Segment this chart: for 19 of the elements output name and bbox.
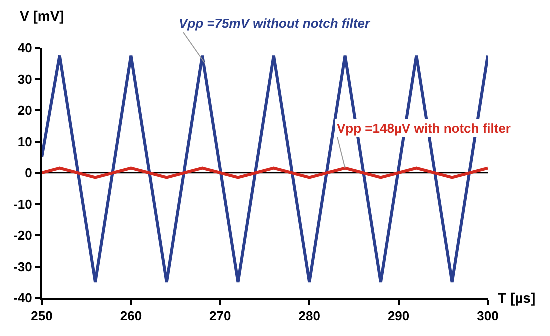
y-tick-label: -10 [14, 196, 32, 212]
y-tick-label: 30 [18, 72, 32, 87]
y-axis-title: V [mV] [20, 8, 64, 24]
x-tick-label: 250 [31, 308, 53, 324]
x-tick-label: 260 [120, 308, 142, 324]
x-axis-title: T [µs] [498, 290, 536, 306]
x-tick-label: 300 [477, 308, 499, 324]
y-tick-label: -40 [14, 290, 32, 306]
y-tick-label: -30 [14, 259, 32, 274]
x-tick-label: 280 [298, 308, 320, 324]
y-tick-label: 0 [25, 166, 32, 181]
y-tick-label: 10 [18, 134, 32, 150]
annotation: Vpp =148µV with notch filter [337, 121, 511, 136]
y-tick-label: 40 [18, 40, 32, 56]
annotation: Vpp =75mV without notch filter [179, 16, 371, 31]
y-tick-label: 20 [18, 103, 32, 118]
x-tick-label: 290 [388, 308, 410, 324]
y-tick-label: -20 [14, 228, 32, 244]
x-tick-label: 270 [210, 308, 232, 324]
